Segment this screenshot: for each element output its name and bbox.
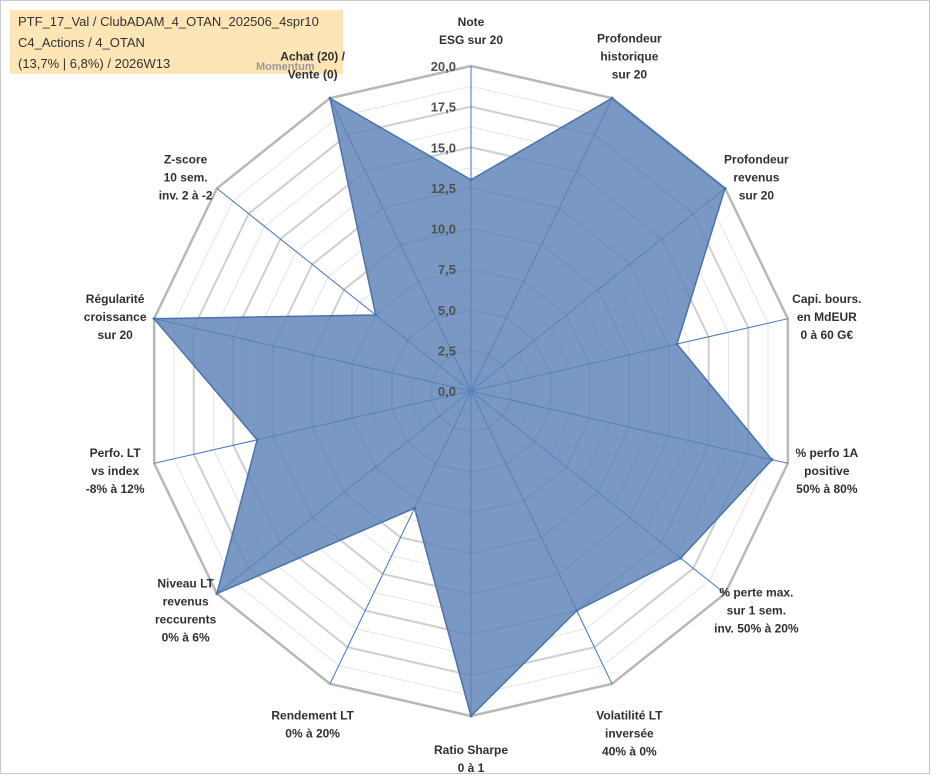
axis-label-perte-max: % perte max. sur 1 sem. inv. 50% à 20% bbox=[714, 585, 799, 635]
data-point-achat bbox=[328, 96, 332, 100]
data-point-volatilite bbox=[575, 609, 579, 613]
data-point-esg bbox=[469, 178, 473, 182]
data-point-perte-max bbox=[679, 556, 683, 560]
chart-info-box bbox=[10, 10, 343, 74]
axis-label-rendement: Rendement LT 0% à 20% bbox=[271, 709, 354, 741]
tick-label: 15,0 bbox=[431, 140, 456, 155]
data-point-prof-hist bbox=[610, 96, 614, 100]
axis-label-line: Profondeur bbox=[724, 153, 789, 167]
axis-label-line: Vente (0) bbox=[288, 67, 338, 81]
axis-label-prof-rev: Profondeur revenus sur 20 bbox=[724, 153, 789, 203]
axis-label-line: sur 20 bbox=[612, 67, 648, 81]
axis-label-line: historique bbox=[600, 49, 658, 63]
axis-label-line: en MdEUR bbox=[797, 310, 857, 324]
axis-label-prof-hist: Profondeur historique sur 20 bbox=[597, 31, 662, 81]
data-point-sharpe bbox=[469, 714, 473, 718]
portfolio-performance: (13,7% | 6,8%) / 2026W13 bbox=[18, 56, 171, 71]
axis-label-line: Achat (20) / bbox=[280, 49, 345, 63]
axis-label-line: 10 sem. bbox=[164, 171, 208, 185]
axis-label-line: % perte max. bbox=[719, 585, 793, 599]
momentum-label: Momentum bbox=[256, 61, 315, 73]
axis-label-perf-1a: % perfo 1A positive 50% à 80% bbox=[796, 446, 859, 496]
axis-label-line: 0 à 60 G€ bbox=[800, 328, 853, 342]
tick-label: 17,5 bbox=[431, 100, 456, 115]
axis-label-line: vs index bbox=[91, 464, 139, 478]
axis-label-achat: Achat (20) / Vente (0) bbox=[280, 49, 345, 81]
axis-label-line: sur 20 bbox=[739, 189, 775, 203]
axis-label-line: ESG sur 20 bbox=[439, 33, 503, 47]
axis-label-revenus-rec: Niveau LT revenus reccurents 0% à 6% bbox=[155, 576, 217, 644]
axis-label-line: 40% à 0% bbox=[602, 745, 657, 759]
axis-label-line: -8% à 12% bbox=[86, 482, 145, 496]
axis-label-line: Régularité bbox=[86, 292, 145, 306]
axis-label-regularite: Régularité croissance sur 20 bbox=[84, 292, 147, 342]
tick-label: 5,0 bbox=[438, 303, 456, 318]
data-point-zscore bbox=[374, 313, 378, 317]
axis-label-line: inv. 50% à 20% bbox=[714, 621, 799, 635]
axis-label-volatilite: Volatilité LT inversée 40% à 0% bbox=[596, 709, 663, 759]
data-point-revenus-rec bbox=[215, 592, 219, 596]
data-point-regularite bbox=[152, 317, 156, 321]
data-point-prof-rev bbox=[723, 186, 727, 190]
data-point-perf-lt bbox=[255, 438, 259, 442]
axis-label-line: Ratio Sharpe bbox=[434, 743, 508, 757]
axis-label-line: inversée bbox=[605, 727, 654, 741]
data-point-capi bbox=[675, 342, 679, 346]
axis-label-esg: Note ESG sur 20 bbox=[439, 15, 503, 47]
axis-label-line: 0% à 6% bbox=[162, 630, 210, 644]
axis-label-line: Volatilité LT bbox=[596, 709, 663, 723]
axis-label-line: croissance bbox=[84, 310, 147, 324]
axis-label-line: revenus bbox=[163, 594, 209, 608]
axis-label-line: positive bbox=[804, 464, 850, 478]
portfolio-category: C4_Actions / 4_OTAN bbox=[18, 35, 145, 50]
axis-label-line: 50% à 80% bbox=[796, 482, 858, 496]
axis-label-line: 0 à 1 bbox=[458, 761, 485, 775]
tick-label: 2,5 bbox=[438, 343, 456, 358]
portfolio-title: PTF_17_Val / ClubADAM_4_OTAN_202506_4spr… bbox=[18, 14, 319, 29]
axis-label-line: Perfo. LT bbox=[90, 446, 142, 460]
axis-label-perf-lt: Perfo. LT vs index -8% à 12% bbox=[86, 446, 145, 496]
axis-label-capi: Capi. bours. en MdEUR 0 à 60 G€ bbox=[792, 292, 861, 342]
axis-label-sharpe: Ratio Sharpe 0 à 1 bbox=[434, 743, 508, 775]
axis-label-line: inv. 2 à -2 bbox=[159, 189, 213, 203]
tick-label: 20,0 bbox=[431, 59, 456, 74]
tick-label: 12,5 bbox=[431, 181, 456, 196]
axis-label-line: Niveau LT bbox=[157, 576, 214, 590]
axis-label-line: Note bbox=[458, 15, 485, 29]
axis-label-line: reccurents bbox=[155, 612, 217, 626]
data-point-perf-1a bbox=[770, 458, 774, 462]
axis-label-line: 0% à 20% bbox=[285, 727, 340, 741]
tick-label: 0,0 bbox=[438, 384, 456, 399]
axis-label-line: revenus bbox=[733, 171, 779, 185]
tick-label: 10,0 bbox=[431, 222, 456, 237]
axis-label-line: Capi. bours. bbox=[792, 292, 861, 306]
axis-label-line: Profondeur bbox=[597, 31, 662, 45]
axis-label-line: sur 20 bbox=[97, 328, 133, 342]
axis-label-line: % perfo 1A bbox=[796, 446, 859, 460]
tick-label: 7,5 bbox=[438, 262, 456, 277]
data-point-rendement bbox=[413, 506, 417, 510]
series-area-0 bbox=[152, 96, 774, 718]
axis-label-line: sur 1 sem. bbox=[727, 603, 786, 617]
axis-label-zscore: Z-score 10 sem. inv. 2 à -2 bbox=[159, 153, 213, 203]
axis-label-line: Rendement LT bbox=[271, 709, 354, 723]
axis-label-line: Z-score bbox=[164, 153, 208, 167]
